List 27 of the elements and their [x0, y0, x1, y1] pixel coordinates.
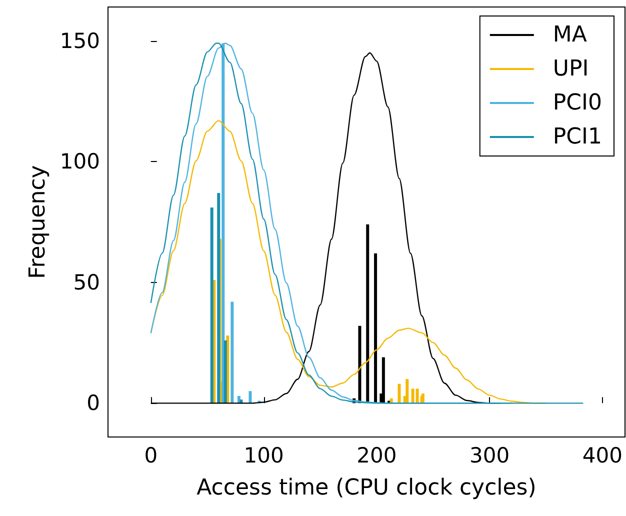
x-axis-title: Access time (CPU clock cycles)	[196, 476, 536, 500]
y-tick-label: 100	[60, 150, 100, 174]
bar	[230, 302, 234, 404]
bar	[406, 379, 409, 404]
bar	[398, 384, 401, 404]
bar	[358, 326, 362, 404]
legend-label: PCI1	[552, 124, 602, 150]
x-tick-label: 300	[469, 444, 510, 468]
bar	[366, 224, 370, 404]
legend-label: PCI0	[552, 90, 602, 116]
y-tick-label: 50	[73, 270, 100, 294]
bar	[382, 357, 385, 404]
bar	[217, 193, 220, 404]
legend-label: MA	[552, 22, 587, 48]
bar	[248, 391, 252, 404]
x-tick-label: 0	[144, 444, 158, 468]
bar	[224, 340, 227, 404]
y-tick-label: 150	[60, 28, 100, 53]
x-tick-label: 200	[356, 444, 397, 468]
x-tick-label: 100	[244, 444, 284, 468]
y-axis-title: Frequency	[26, 165, 51, 279]
bar	[416, 388, 419, 404]
legend-label: UPI	[552, 56, 589, 82]
bar	[210, 208, 214, 404]
y-tick-label: 0	[86, 391, 100, 416]
x-tick-label: 400	[582, 444, 622, 468]
bar	[374, 253, 378, 404]
